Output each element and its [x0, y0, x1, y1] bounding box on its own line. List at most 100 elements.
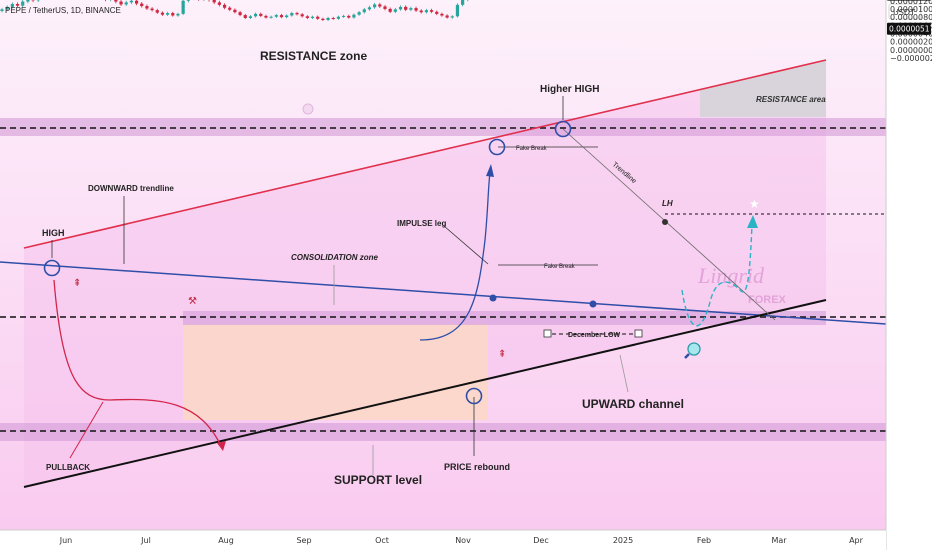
candle-body: [21, 1, 25, 6]
price-tags: 0.000027490.000021000.000015040.00001350…: [887, 0, 932, 35]
candle-body: [26, 0, 30, 2]
candle-body: [455, 4, 460, 17]
target-marker: [687, 342, 701, 356]
candle-body: [269, 16, 273, 18]
high-marker: [43, 259, 61, 277]
y-tick-label: 0.00000000: [890, 46, 932, 55]
candle-body: [285, 15, 289, 18]
candle-body: [300, 14, 304, 17]
candle-body: [383, 6, 387, 9]
x-tick-label: Sep: [296, 536, 311, 545]
rebound-marker: [465, 387, 483, 405]
candle-body: [259, 13, 263, 16]
candle-body: [279, 15, 284, 18]
pullback-curve: [53, 279, 223, 449]
candle-body: [228, 7, 232, 10]
candles-group: [0, 0, 469, 22]
impulse-curve: [419, 171, 491, 341]
x-tick-label: Jun: [59, 536, 73, 545]
candle-body: [171, 13, 175, 16]
december-low-label: December LOW: [568, 332, 621, 339]
candle-body: [238, 12, 242, 16]
candle-body: [222, 4, 227, 8]
candle-body: [321, 18, 325, 21]
candle-body: [248, 16, 253, 18]
candle-body: [114, 0, 118, 2]
consolidation-zone-label: CONSOLIDATION zone: [291, 253, 379, 262]
candle-body: [254, 13, 258, 17]
candle-body: [274, 15, 278, 17]
rocket-icon-1: ⇞: [73, 278, 81, 289]
candle-body: [295, 13, 299, 15]
candle-body: [367, 7, 372, 10]
lh-label: LH: [662, 199, 673, 208]
pullback-pointer: [69, 401, 104, 459]
candle-body: [445, 15, 449, 18]
candle-body: [388, 8, 392, 12]
candle-body: [150, 8, 154, 11]
support-trendline: [23, 299, 827, 488]
hammer-icon: ⚒: [188, 296, 197, 307]
consolidation-box: [183, 324, 488, 420]
watermark-sub: FOREX: [748, 294, 787, 306]
candle-body: [186, 0, 190, 1]
time-axis[interactable]: [0, 530, 886, 550]
price-axis[interactable]: [886, 0, 932, 550]
candle-body: [336, 16, 341, 19]
pullback-arrowhead: [217, 441, 226, 451]
projection-arrowhead: [747, 215, 758, 228]
support-level-label: SUPPORT level: [334, 473, 422, 487]
candle-body: [5, 6, 9, 10]
fake-break-label-1: Fake Break: [516, 146, 548, 152]
impulse-dot: [489, 294, 497, 302]
price-tag-label: 0.00000517: [889, 25, 932, 34]
candle-body: [155, 10, 159, 13]
candle-body: [429, 10, 434, 12]
high-label: HIGH: [42, 228, 65, 238]
candle-body: [243, 15, 247, 18]
candle-body: [347, 15, 351, 18]
resistance-zone-label: RESISTANCE zone: [260, 49, 367, 63]
watermark-brand: Lingrid: [697, 263, 765, 288]
candle-body: [166, 13, 170, 15]
upward-channel-label: UPWARD channel: [582, 397, 684, 411]
star-icon: ★: [749, 197, 760, 211]
candle-body: [233, 9, 237, 13]
checkbox-icon-1: [543, 329, 552, 338]
resistance-zone-band: [0, 118, 886, 136]
x-tick-label: Apr: [849, 536, 864, 545]
candle-body: [316, 16, 320, 19]
candle-body: [176, 13, 180, 16]
higher-high-marker: [554, 120, 572, 138]
target-marker-handle: [684, 353, 690, 359]
fake-break-marker: [488, 138, 506, 156]
candle-body: [181, 0, 185, 14]
channel-pointer: [619, 354, 629, 393]
candle-body: [424, 10, 428, 13]
price-tag-box: [887, 22, 931, 35]
impulse-label-pointer: [443, 225, 489, 265]
downward-trendline-label: DOWNWARD trendline: [88, 184, 174, 193]
candle-body: [129, 0, 133, 3]
currency-box[interactable]: [888, 3, 922, 20]
fake-break-label-2: Fake Break: [544, 264, 576, 270]
candle-body: [305, 16, 309, 18]
candle-body: [419, 10, 423, 13]
candle-body: [352, 14, 356, 18]
x-tick-label: Mar: [771, 536, 787, 545]
x-tick-labels: Jun Jul Aug Sep Oct Nov Dec 2025 Feb Mar Apr: [59, 536, 864, 545]
impulse-arrowhead: [486, 164, 494, 177]
candle-body: [450, 16, 454, 18]
candle-body: [331, 17, 335, 19]
candle-body: [326, 17, 330, 21]
candle-body: [378, 4, 382, 7]
candle-body: [217, 2, 221, 5]
candle-body: [124, 2, 128, 5]
candle-body: [393, 9, 397, 12]
rocket-icon-2: ⇞: [498, 349, 506, 360]
candle-body: [409, 8, 413, 10]
candle-body: [373, 4, 377, 8]
